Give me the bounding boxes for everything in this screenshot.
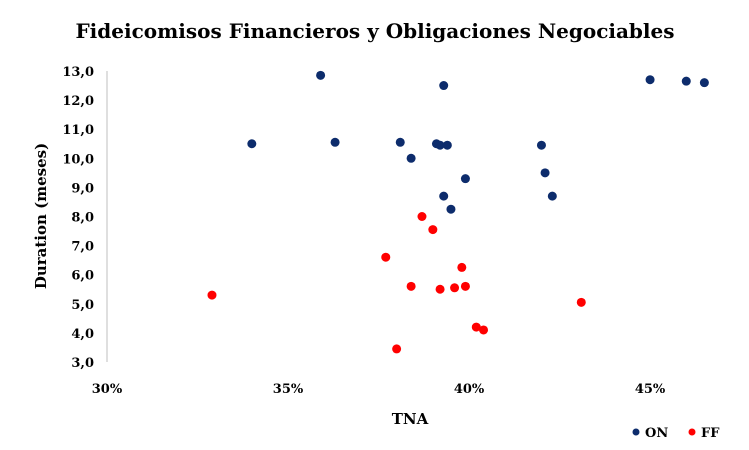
data-point-ff: [460, 281, 470, 291]
data-point-on: [442, 140, 452, 150]
data-point-ff: [417, 212, 427, 221]
data-point-ff: [576, 297, 586, 307]
x-tick-label: 35%: [273, 382, 304, 397]
y-tick-label: 11,0: [62, 123, 94, 138]
y-tick-label: 9,0: [71, 181, 94, 196]
data-point-ff: [428, 225, 438, 235]
data-point-on: [316, 70, 326, 80]
y-tick-label: 3,0: [71, 356, 94, 371]
data-point-ff: [435, 284, 445, 294]
y-tick-label: 5,0: [71, 298, 94, 313]
x-tick-label: 45%: [635, 382, 666, 397]
x-tick-label: 40%: [454, 382, 485, 397]
data-points: [207, 70, 709, 354]
data-point-on: [536, 140, 546, 150]
data-point-ff: [450, 283, 460, 293]
x-tick-label: 30%: [92, 382, 123, 397]
legend-ff-label: FF: [701, 426, 720, 441]
x-tick-labels: 30% 35% 40% 45%: [92, 382, 666, 397]
legend-ff-marker: [688, 428, 696, 436]
y-tick-label: 8,0: [71, 211, 94, 226]
legend: ON FF: [632, 426, 720, 441]
y-tick-label: 12,0: [62, 94, 94, 109]
data-point-on: [439, 191, 449, 201]
legend-on-label: ON: [645, 426, 668, 441]
data-point-on: [540, 168, 550, 178]
data-point-on: [395, 137, 405, 147]
data-point-ff: [381, 252, 391, 262]
y-axis-label: Duration (meses): [32, 143, 50, 289]
y-tick-labels: 3,0 4,0 5,0 6,0 7,0 8,0 9,0 10,0 11,0 12,0 13,0: [62, 65, 94, 371]
data-point-ff: [406, 281, 416, 291]
data-point-on: [247, 139, 257, 149]
y-tick-label: 10,0: [62, 152, 94, 167]
chart-title: Fideicomisos Financieros y Obligaciones …: [75, 19, 674, 43]
data-point-ff: [479, 325, 489, 335]
data-point-ff: [471, 322, 481, 332]
data-point-on: [547, 191, 557, 201]
y-tick-label: 6,0: [71, 269, 94, 284]
legend-on-marker: [632, 428, 640, 436]
data-point-ff: [457, 262, 467, 272]
data-point-on: [699, 78, 709, 88]
data-point-on: [460, 174, 470, 184]
data-point-on: [439, 81, 449, 91]
data-point-on: [446, 204, 456, 214]
data-point-on: [681, 76, 691, 86]
data-point-on: [330, 137, 340, 147]
data-point-on: [645, 75, 655, 85]
y-tick-label: 4,0: [71, 327, 94, 342]
data-point-ff: [207, 290, 217, 300]
y-tick-label: 7,0: [71, 240, 94, 255]
data-point-on: [435, 140, 445, 150]
x-axis-label: TNA: [392, 410, 429, 428]
y-tick-label: 13,0: [62, 65, 94, 80]
data-point-on: [406, 153, 416, 163]
data-point-ff: [392, 344, 402, 354]
